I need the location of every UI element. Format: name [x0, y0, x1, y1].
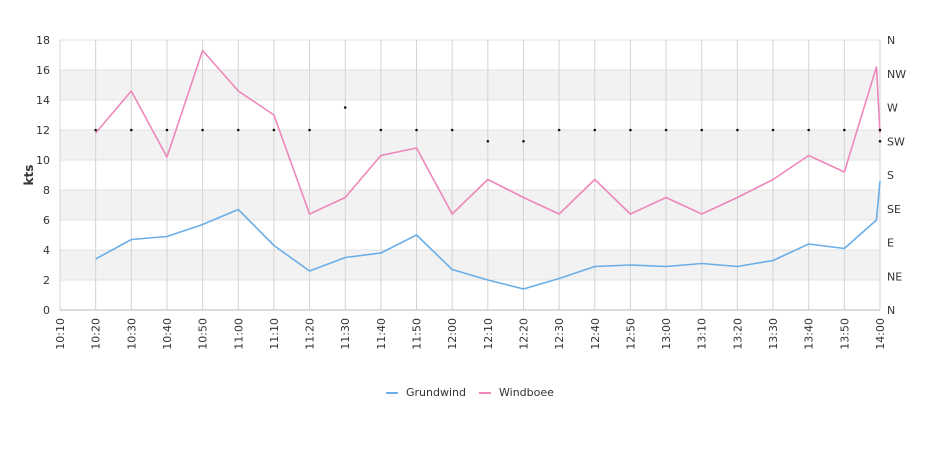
- x-tick-label: 13:50: [838, 318, 851, 350]
- x-tick-label: 10:30: [125, 318, 138, 350]
- wind-direction-dot: [664, 128, 668, 132]
- x-tick-label: 13:40: [803, 318, 816, 350]
- wind-direction-dot: [415, 128, 418, 132]
- wind-direction-dot: [379, 128, 383, 132]
- wind-direction-dot: [878, 139, 882, 143]
- x-tick-label: 11:20: [304, 318, 317, 350]
- wind-direction-dot: [771, 128, 775, 132]
- y-tick-label: 16: [36, 64, 50, 77]
- y-tick-label: 0: [43, 304, 50, 317]
- wind-direction-dot: [878, 128, 882, 132]
- direction-tick-label: W: [887, 102, 898, 115]
- x-tick-label: 10:40: [161, 318, 174, 350]
- wind-direction-dot: [522, 139, 525, 143]
- series-line-grundwind: [95, 180, 881, 290]
- x-tick-label: 13:00: [660, 318, 673, 350]
- x-axis-ticks: 10:10 10:20 10:30 10:40 10:50 11:00 11:10 11:20…: [54, 318, 887, 350]
- y-axis-label: kts: [22, 165, 36, 186]
- y-tick-label: 18: [36, 34, 50, 47]
- y-tick-label: 8: [43, 184, 50, 197]
- wind-direction-dot: [593, 128, 597, 132]
- x-tick-label: 13:30: [767, 318, 780, 350]
- wind-direction-dot: [700, 128, 704, 132]
- x-tick-label: 10:20: [90, 318, 103, 350]
- wind-direction-dot: [308, 128, 311, 132]
- legend-item-grundwind[interactable]: Grundwind: [386, 386, 466, 399]
- x-tick-label: 12:50: [624, 318, 637, 350]
- x-tick-label: 13:10: [696, 318, 709, 350]
- wind-direction-dot: [201, 128, 204, 132]
- direction-tick-label: E: [887, 237, 894, 250]
- direction-tick-label: SE: [887, 203, 901, 216]
- legend-item-windboee[interactable]: Windboee: [479, 386, 554, 399]
- wind-direction-dot: [343, 106, 347, 109]
- direction-tick-label: SW: [887, 135, 905, 148]
- wind-direction-dot: [165, 128, 169, 132]
- y-tick-label: 6: [43, 214, 50, 227]
- y-tick-label: 2: [43, 274, 50, 287]
- direction-tick-label: N: [887, 34, 895, 47]
- y-tick-label: 10: [36, 154, 50, 167]
- wind-direction-markers: [94, 106, 882, 143]
- x-tick-label: 11:50: [411, 318, 424, 350]
- plot-band: [60, 190, 880, 220]
- legend-label: Windboee: [499, 386, 554, 399]
- wind-direction-dot: [807, 128, 810, 132]
- wind-direction-dot: [486, 139, 490, 143]
- direction-tick-label: NW: [887, 68, 906, 81]
- series-lines: [95, 49, 881, 290]
- x-tick-label: 11:40: [375, 318, 388, 350]
- wind-direction-dot: [94, 128, 97, 132]
- direction-tick-label: N: [887, 304, 895, 317]
- x-tick-label: 13:20: [731, 318, 744, 350]
- direction-tick-label: NE: [887, 270, 902, 283]
- wind-direction-dot: [629, 128, 632, 132]
- plot-bands: [60, 70, 880, 280]
- x-tick-label: 10:10: [54, 318, 67, 350]
- y-tick-label: 14: [36, 94, 50, 107]
- wind-direction-dot: [130, 128, 133, 132]
- series-line-windboee: [95, 49, 881, 215]
- legend-label: Grundwind: [406, 386, 466, 399]
- legend[interactable]: Grundwind Windboee: [386, 386, 554, 399]
- wind-direction-dot: [272, 128, 276, 132]
- x-tick-label: 14:00: [874, 318, 887, 350]
- y-tick-label: 4: [43, 244, 50, 257]
- x-tick-label: 12:10: [482, 318, 495, 350]
- wind-direction-dot: [236, 128, 240, 132]
- wind-direction-dot: [557, 128, 561, 132]
- x-tick-label: 12:20: [517, 318, 530, 350]
- y-axis-ticks: 0 2 4 6 8 10 12 14 16 18: [36, 34, 50, 317]
- wind-direction-dot: [736, 128, 739, 132]
- wind-direction-dot: [450, 128, 454, 132]
- x-tick-label: 10:50: [197, 318, 210, 350]
- wind-direction-dot: [843, 128, 846, 132]
- x-tick-label: 12:00: [446, 318, 459, 350]
- plot-band: [60, 130, 880, 160]
- x-tick-label: 11:00: [232, 318, 245, 350]
- direction-axis-ticks: N NE E SE S SW W NW N: [887, 34, 906, 317]
- x-tick-label: 11:30: [339, 318, 352, 350]
- x-tick-label: 11:10: [268, 318, 281, 350]
- plot-band: [60, 70, 880, 100]
- x-tick-label: 12:30: [553, 318, 566, 350]
- x-tick-label: 12:40: [589, 318, 602, 350]
- y-tick-label: 12: [36, 124, 50, 137]
- direction-tick-label: S: [887, 169, 894, 182]
